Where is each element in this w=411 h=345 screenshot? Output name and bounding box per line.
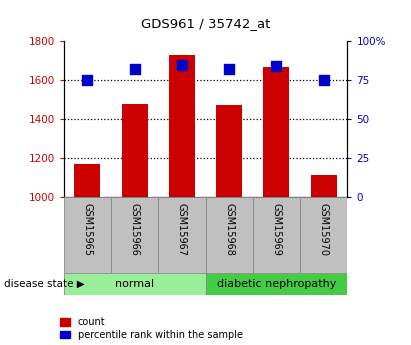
Bar (64, 197, 111, 273)
Text: diabetic nephropathy: diabetic nephropathy (217, 279, 336, 289)
Bar (64, 273, 206, 295)
Bar (158, 197, 206, 273)
Bar (122, 104, 148, 197)
Bar (300, 197, 347, 273)
Bar (206, 197, 253, 273)
Text: GSM15970: GSM15970 (319, 203, 329, 256)
Bar (74, 164, 100, 197)
Bar (169, 55, 195, 197)
Point (84, 77, 90, 83)
Text: GSM15967: GSM15967 (177, 203, 187, 256)
Text: GSM15969: GSM15969 (271, 203, 282, 256)
Bar (311, 175, 337, 197)
Bar (206, 273, 347, 295)
Text: GSM15968: GSM15968 (224, 203, 234, 256)
Text: normal: normal (115, 279, 154, 289)
Point (273, 63, 279, 69)
Text: GDS961 / 35742_at: GDS961 / 35742_at (141, 17, 270, 30)
Bar (111, 197, 158, 273)
Text: GSM15965: GSM15965 (82, 203, 92, 256)
Legend: count, percentile rank within the sample: count, percentile rank within the sample (60, 317, 243, 340)
Bar (253, 197, 300, 273)
Point (226, 67, 233, 72)
Bar (263, 67, 289, 197)
Point (321, 77, 327, 83)
Point (178, 62, 185, 68)
Point (132, 67, 138, 72)
Bar (216, 106, 242, 197)
Text: GSM15966: GSM15966 (129, 203, 140, 256)
Text: disease state ▶: disease state ▶ (4, 279, 85, 289)
